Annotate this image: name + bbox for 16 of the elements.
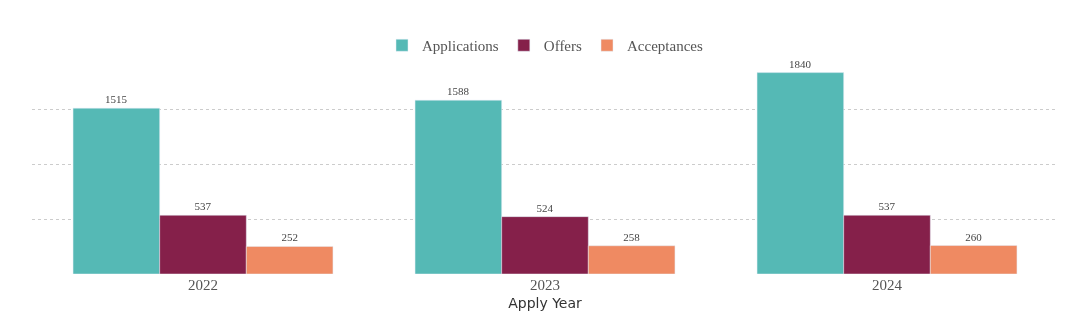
x-tick-label: 2023 [530, 277, 560, 293]
legend-label: Acceptances [627, 38, 703, 55]
data-label: 260 [965, 230, 983, 243]
x-axis-title: Apply Year [508, 295, 583, 312]
x-tick-label: 2022 [188, 277, 218, 293]
legend-label: Offers [543, 38, 583, 55]
data-label: 1515 [105, 93, 128, 106]
data-label: 1588 [447, 85, 470, 98]
data-label: 524 [536, 201, 554, 214]
data-label: 1840 [789, 57, 812, 70]
data-label: 537 [194, 200, 212, 213]
x-tick-label: 2024 [872, 277, 903, 293]
data-label: 258 [623, 230, 641, 243]
data-label: 537 [878, 200, 896, 213]
legend-label: Applications [422, 38, 499, 55]
data-label: 252 [281, 231, 298, 244]
